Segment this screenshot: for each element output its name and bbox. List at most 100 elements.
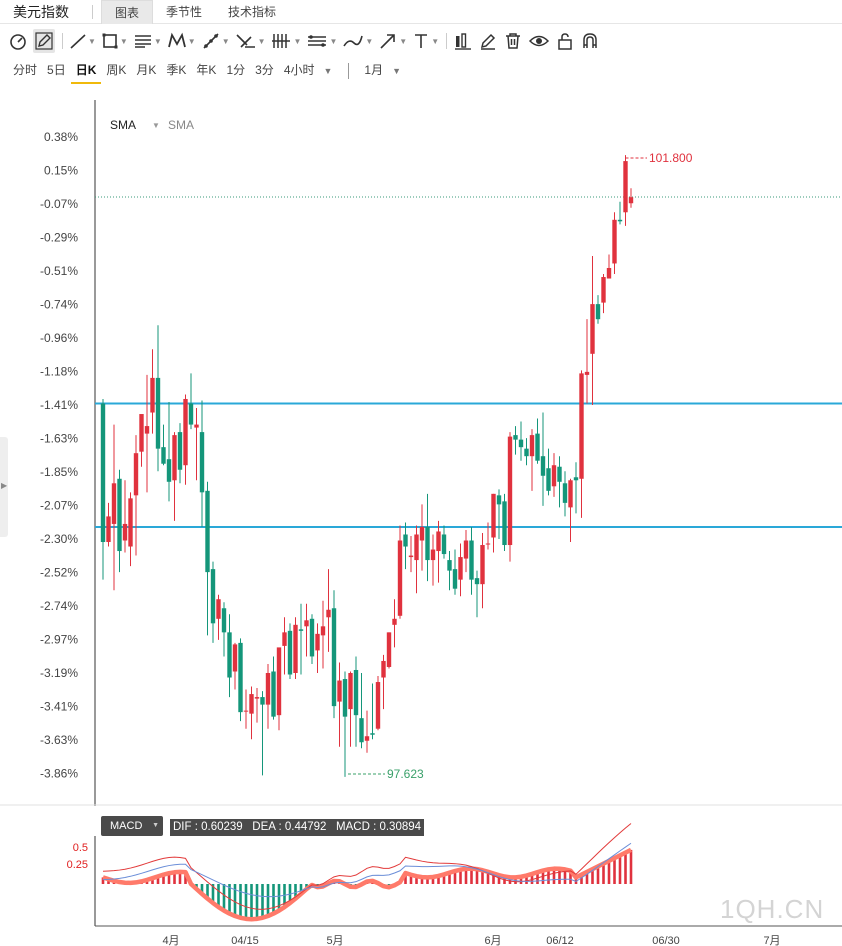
- y-tick-label: 0.38%: [44, 130, 78, 144]
- fibonacci-tool-button[interactable]: ▼: [235, 29, 266, 53]
- candle-body: [469, 540, 474, 580]
- candle-body: [243, 710, 249, 712]
- sma-label-1[interactable]: SMA: [110, 118, 137, 132]
- macd-indicator-button[interactable]: MACD ▼: [101, 816, 163, 836]
- more-periods-chevron-icon[interactable]: ▼: [323, 66, 333, 76]
- candle-body: [617, 219, 623, 222]
- price-chart[interactable]: 0.38% 0.15% -0.07% -0.29% -0.51% -0.74% -0.96%…: [0, 90, 842, 946]
- line-tool-button[interactable]: ▼: [69, 29, 96, 53]
- candle-body: [474, 578, 480, 585]
- pencil-tool-button[interactable]: [33, 29, 55, 53]
- y-tick-label: -2.97%: [40, 633, 78, 647]
- sma-legend[interactable]: SMA ▼ SMA: [110, 118, 194, 132]
- candle-body: [265, 673, 271, 705]
- candle-body: [188, 403, 194, 425]
- x-tick-label: 7月: [763, 935, 780, 946]
- candle-body: [452, 569, 458, 589]
- candle-body: [216, 599, 221, 619]
- y-tick-label: -0.29%: [40, 231, 78, 245]
- candle-body: [144, 426, 150, 434]
- y-tick-label: -2.07%: [40, 499, 78, 513]
- candle-body: [430, 549, 436, 561]
- y-tick-label: -1.85%: [40, 465, 78, 479]
- candle-body: [491, 493, 496, 538]
- horizontal-lines-tool-button[interactable]: ▼: [133, 29, 162, 53]
- chart-type-button[interactable]: [8, 29, 28, 53]
- y-tick-label: -2.52%: [40, 566, 78, 580]
- magnet-button[interactable]: [580, 29, 600, 53]
- y-tick-label: -3.86%: [40, 767, 78, 781]
- measure-tool-button[interactable]: ▼: [201, 29, 230, 53]
- line-icon: [70, 34, 86, 49]
- bars-icon: [271, 34, 290, 48]
- period-daily[interactable]: 日K: [70, 58, 102, 84]
- panel-collapse-handle[interactable]: ▶: [0, 437, 8, 537]
- brush-tool-button[interactable]: ▼: [342, 29, 373, 53]
- period-intraday[interactable]: 分时: [13, 63, 38, 77]
- candles-button[interactable]: [453, 29, 473, 53]
- candle-body: [353, 669, 359, 716]
- y-tick-label: -0.51%: [40, 264, 78, 278]
- divider: [348, 63, 350, 79]
- edit-button[interactable]: [478, 29, 498, 53]
- macd-values: DIF : 0.60239 DEA : 0.44792 MACD : 0.308…: [170, 819, 425, 836]
- range-selector[interactable]: 1月: [364, 63, 384, 77]
- divider: [446, 33, 448, 49]
- candle-body: [573, 477, 579, 481]
- period-4h[interactable]: 4小时: [283, 63, 315, 77]
- candle-body: [117, 478, 122, 552]
- visibility-button[interactable]: [528, 29, 550, 53]
- candle-body: [628, 197, 634, 204]
- arrow-tool-button[interactable]: ▼: [378, 29, 407, 53]
- candle-body: [238, 642, 243, 713]
- period-3min[interactable]: 3分: [255, 63, 274, 77]
- eye-icon: [529, 35, 550, 47]
- top-bar: 美元指数 图表 季节性 技术指标: [0, 0, 842, 24]
- rectangle-tool-button[interactable]: ▼: [101, 29, 128, 53]
- x-tick-label: 06/30: [652, 935, 680, 946]
- text-tool-button[interactable]: ▼: [412, 29, 439, 53]
- chevron-down-icon[interactable]: ▼: [152, 120, 160, 130]
- candle-body: [315, 633, 320, 651]
- dea-line: [102, 842, 632, 898]
- candle-body: [419, 526, 425, 541]
- y-tick-label: -0.74%: [40, 298, 78, 312]
- channel-tool-button[interactable]: ▼: [306, 29, 337, 53]
- period-weekly[interactable]: 周K: [106, 63, 127, 77]
- lock-button[interactable]: [555, 29, 575, 53]
- bars-tool-button[interactable]: ▼: [271, 29, 301, 53]
- low-price-label: 97.623: [387, 767, 424, 781]
- pattern-tool-button[interactable]: ▼: [167, 29, 196, 53]
- tab-technical-indicators[interactable]: 技术指标: [228, 4, 277, 19]
- period-5d[interactable]: 5日: [47, 63, 66, 77]
- candle-body: [436, 531, 441, 552]
- candle-body: [562, 483, 568, 503]
- chevron-down-icon: ▼: [365, 36, 374, 46]
- candle-body: [551, 465, 557, 487]
- drawn-horizontal-lines[interactable]: [95, 402, 842, 528]
- dif-line: [102, 823, 632, 910]
- high-price-label: 101.800: [649, 151, 693, 165]
- candle-body: [221, 608, 227, 633]
- candle-body: [397, 540, 403, 616]
- period-monthly[interactable]: 月K: [136, 63, 157, 77]
- candle-body: [568, 480, 573, 508]
- tab-seasonality[interactable]: 季节性: [166, 4, 203, 19]
- candle-body: [496, 495, 502, 505]
- app-title: 美元指数: [13, 3, 69, 20]
- period-1min[interactable]: 1分: [226, 63, 246, 77]
- chevron-down-icon: ▼: [329, 36, 338, 46]
- candle-body: [403, 534, 408, 547]
- high-low-annotations: 101.800 97.623: [348, 151, 693, 781]
- candle-body: [458, 557, 463, 580]
- candle-body: [524, 448, 529, 457]
- trash-button[interactable]: [503, 29, 523, 53]
- candle-body: [540, 456, 546, 476]
- period-yearly[interactable]: 年K: [196, 63, 217, 77]
- range-chevron-down-icon[interactable]: ▼: [392, 66, 402, 76]
- candle-body: [331, 608, 337, 707]
- tab-chart[interactable]: 图表: [101, 0, 154, 24]
- macd-smooth-line: [102, 847, 633, 922]
- period-quarterly[interactable]: 季K: [166, 63, 187, 77]
- sma-label-2[interactable]: SMA: [167, 118, 194, 132]
